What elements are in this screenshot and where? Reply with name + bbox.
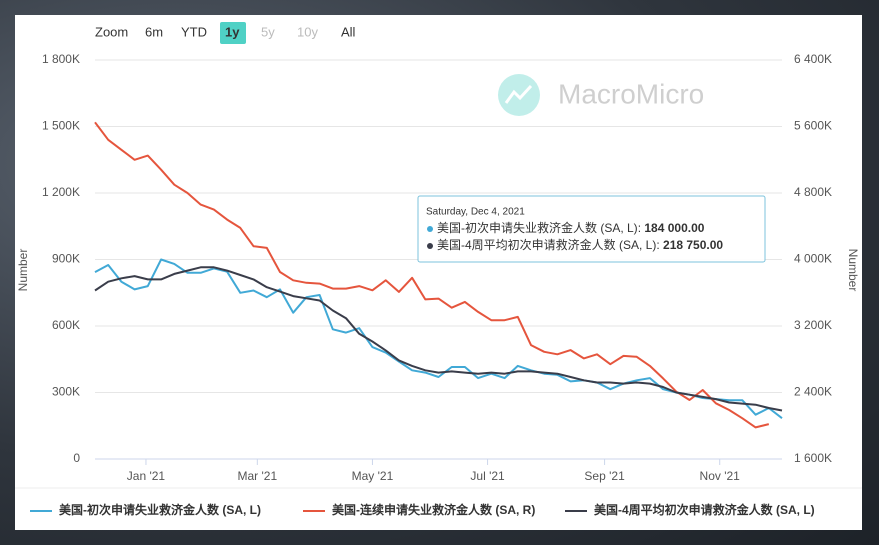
watermark-text: MacroMicro bbox=[558, 78, 704, 109]
x-tick-label: Mar '21 bbox=[237, 469, 277, 483]
tooltip: Saturday, Dec 4, 2021 美国-初次申请失业救济金人数 (SA… bbox=[417, 195, 766, 263]
zoom-buttons: 6m YTD 1y 5y 10y All bbox=[145, 22, 356, 44]
y-tick-label: 1 500K bbox=[42, 119, 80, 133]
y2-tick-label: 4 800K bbox=[794, 185, 832, 199]
tooltip-bullet bbox=[427, 243, 433, 249]
y-tick-label: 600K bbox=[52, 318, 80, 332]
zoom-button-bg bbox=[220, 22, 246, 44]
tooltip-box bbox=[417, 195, 766, 263]
tooltip-value: 184 000.00 bbox=[644, 221, 704, 235]
tooltip-separator: : bbox=[656, 238, 663, 252]
x-tick-label: Jul '21 bbox=[470, 469, 505, 483]
y-tick-label: 300K bbox=[52, 385, 80, 399]
tooltip-series-name: 美国-初次申请失业救济金人数 (SA, L) bbox=[437, 220, 638, 235]
panel bbox=[15, 15, 862, 530]
tooltip-line: 美国-初次申请失业救济金人数 (SA, L): 184 000.00 bbox=[437, 220, 705, 235]
plot: 0 300K 600K 900K 1 200K 1 500K 1 800K 1 600K 2 4… bbox=[42, 52, 832, 483]
series-line bbox=[94, 258, 783, 419]
series-line bbox=[94, 121, 770, 429]
y-tick-label: 1 200K bbox=[42, 185, 80, 199]
series-line bbox=[94, 266, 783, 412]
zoom-button: 5y bbox=[261, 24, 275, 39]
zoom-button: 10y bbox=[297, 24, 318, 39]
zoom-button[interactable]: YTD bbox=[181, 24, 207, 39]
x-tick-label: May '21 bbox=[352, 469, 394, 483]
y-tick-label: 1 800K bbox=[42, 52, 80, 66]
legend: 美国-初次申请失业救济金人数 (SA, L) 美国-连续申请失业救济金人数 (SA… bbox=[30, 502, 815, 517]
x-tick-label: Nov '21 bbox=[700, 469, 741, 483]
tooltip-bullet bbox=[427, 226, 433, 232]
legend-label[interactable]: 美国-4周平均初次申请救济金人数 (SA, L) bbox=[594, 502, 815, 517]
tooltip-line: 美国-4周平均初次申请救济金人数 (SA, L): 218 750.00 bbox=[437, 237, 723, 252]
x-tick-label: Sep '21 bbox=[584, 469, 625, 483]
tooltip-series-name: 美国-4周平均初次申请救济金人数 (SA, L) bbox=[437, 237, 656, 252]
y2-tick-label: 5 600K bbox=[794, 119, 832, 133]
tooltip-date: Saturday, Dec 4, 2021 bbox=[426, 207, 525, 218]
tooltip-items: 美国-初次申请失业救济金人数 (SA, L): 184 000.00 美国-4周平… bbox=[427, 220, 723, 252]
watermark-logo bbox=[498, 74, 540, 116]
zoom-label: Zoom bbox=[95, 24, 128, 39]
tooltip-separator: : bbox=[638, 221, 645, 235]
zoom-button[interactable]: All bbox=[341, 24, 356, 39]
legend-label[interactable]: 美国-连续申请失业救济金人数 (SA, R) bbox=[332, 502, 535, 517]
watermark-logo-line bbox=[504, 84, 533, 104]
y-tick-label: 900K bbox=[52, 252, 80, 266]
y2-axis-title: Number bbox=[846, 249, 860, 292]
y2-tick-label: 6 400K bbox=[794, 52, 832, 66]
legend-label[interactable]: 美国-初次申请失业救济金人数 (SA, L) bbox=[59, 502, 261, 517]
y2-tick-label: 4 000K bbox=[794, 252, 832, 266]
watermark: MacroMicro bbox=[498, 74, 704, 116]
zoom-button[interactable]: 1y bbox=[225, 24, 240, 39]
y2-tick-label: 3 200K bbox=[794, 318, 832, 332]
zoom-button[interactable]: 6m bbox=[145, 24, 163, 39]
y-axis-title: Number bbox=[16, 249, 30, 292]
y2-tick-label: 1 600K bbox=[794, 451, 832, 465]
y2-tick-label: 2 400K bbox=[794, 385, 832, 399]
tooltip-value: 218 750.00 bbox=[663, 238, 723, 252]
y-tick-label: 0 bbox=[73, 451, 80, 465]
x-tick-label: Jan '21 bbox=[127, 469, 166, 483]
